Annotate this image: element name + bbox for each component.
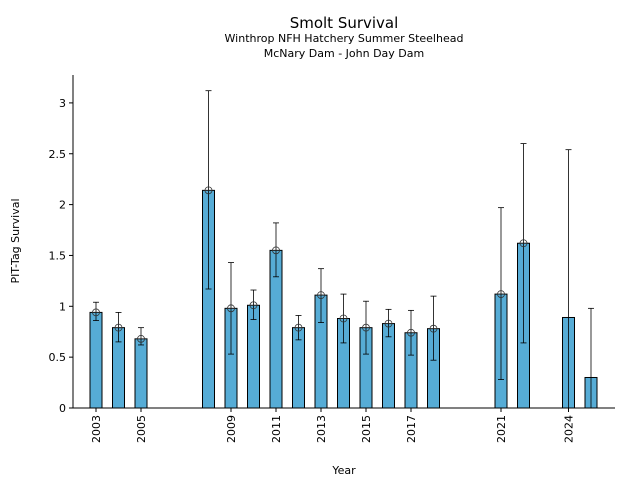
x-tick-label: 2021 <box>495 415 508 443</box>
bar-2005 <box>134 338 148 409</box>
x-tick-label: 2015 <box>360 415 373 443</box>
y-tick-label: 3 <box>59 97 66 110</box>
x-tick-label: 2017 <box>405 415 418 443</box>
y-tick-label: 1 <box>59 300 66 313</box>
axes-group: 0 0.5 1 1.5 2 2.5 3 2003 2005 2009 2011 2013 2015 201… <box>49 75 615 443</box>
x-tick-label: 2003 <box>90 415 103 443</box>
x-tick-label: 2013 <box>315 415 328 443</box>
bars-group <box>89 90 598 409</box>
y-tick-label: 1.5 <box>49 249 67 262</box>
y-tick-label: 0.5 <box>49 351 67 364</box>
x-tick-label: 2024 <box>563 415 576 443</box>
y-tick-label: 2.5 <box>49 148 67 161</box>
chart-subtitle-line-1: Winthrop NFH Hatchery Summer Steelhead <box>225 32 464 45</box>
bar-2010 <box>247 304 260 409</box>
y-tick-label: 2 <box>59 199 66 212</box>
chart-subtitle-line-2: McNary Dam - John Day Dam <box>264 47 424 60</box>
x-tick-label: 2005 <box>135 415 148 443</box>
bar-2003 <box>89 311 103 409</box>
chart-title: Smolt Survival <box>290 14 399 32</box>
x-tick-label: 2011 <box>270 415 283 443</box>
x-tick-label: 2009 <box>225 415 238 443</box>
x-axis-label: Year <box>331 464 356 477</box>
y-tick-label: 0 <box>59 402 66 415</box>
y-axis-label: PIT-Tag Survival <box>9 198 22 283</box>
